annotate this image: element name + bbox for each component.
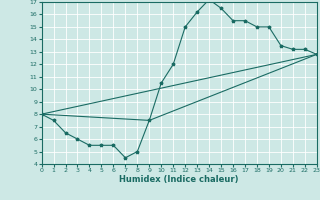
X-axis label: Humidex (Indice chaleur): Humidex (Indice chaleur) [119, 175, 239, 184]
